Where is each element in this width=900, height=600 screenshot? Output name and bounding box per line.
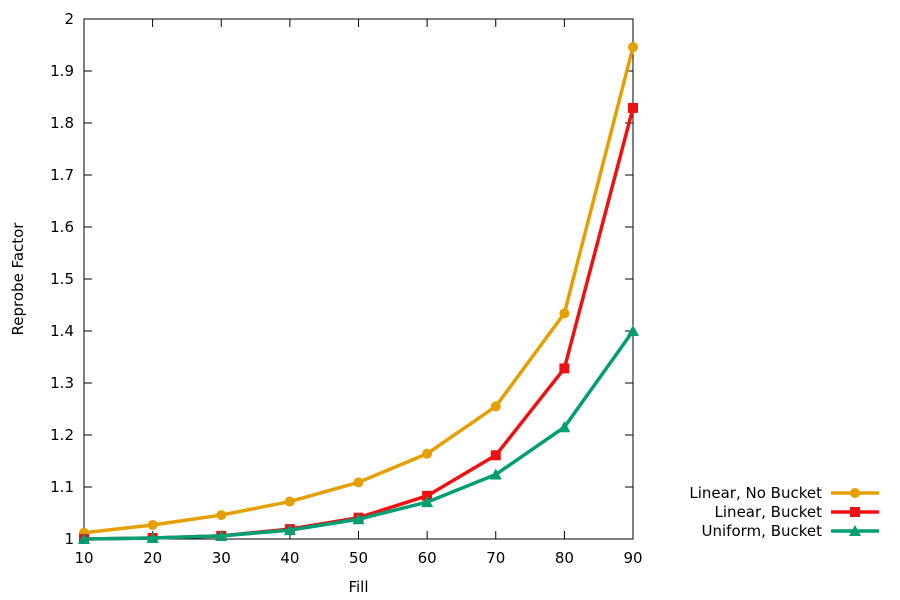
x-tick-label: 40 (280, 549, 299, 567)
y-axis: 1 1.1 1.2 1.3 1.4 1.5 1.6 1.7 1.8 1.9 2 (50, 10, 633, 548)
legend-label: Uniform, Bucket (702, 522, 823, 540)
series-line (83, 107, 635, 541)
data-point (216, 510, 227, 521)
x-tick-label: 20 (143, 549, 162, 567)
y-tick-label: 1.6 (50, 218, 74, 236)
series-line (83, 329, 635, 541)
x-tick-label: 10 (74, 549, 93, 567)
series-layer (78, 42, 639, 544)
data-point (352, 513, 365, 525)
data-point (78, 533, 90, 544)
x-tick-label: 50 (349, 549, 368, 567)
legend-marker (849, 525, 861, 536)
legend-marker (850, 488, 860, 498)
legend-item: Uniform, Bucket (702, 522, 879, 540)
y-tick-label: 1.7 (50, 166, 74, 184)
legend-label: Linear, No Bucket (689, 484, 822, 502)
y-tick-label: 1.9 (50, 62, 74, 80)
data-point (559, 363, 570, 374)
legend-item: Linear, No Bucket (689, 484, 879, 502)
x-tick-label: 70 (486, 549, 505, 567)
y-tick-label: 1.8 (50, 114, 74, 132)
y-tick-label: 1.2 (50, 426, 74, 444)
data-point (422, 490, 433, 501)
y-axis-title: Reprobe Factor (9, 222, 27, 336)
series-line (83, 46, 635, 535)
data-point (147, 519, 158, 530)
y-tick-label: 1 (64, 530, 74, 548)
data-point (422, 448, 433, 459)
data-point (490, 450, 501, 461)
x-tick-label: 90 (623, 549, 642, 567)
plot-border (83, 18, 634, 540)
x-axis-title: Fill (348, 578, 368, 596)
data-point (353, 477, 364, 488)
legend-marker (850, 507, 860, 517)
data-point (215, 529, 228, 541)
data-point (558, 421, 571, 433)
data-point (627, 325, 639, 336)
legend-item: Linear, Bucket (715, 503, 879, 521)
x-tick-label: 60 (418, 549, 437, 567)
x-tick-label: 80 (555, 549, 574, 567)
data-point (146, 531, 159, 543)
y-tick-label: 1.4 (50, 322, 74, 340)
y-tick-label: 1.1 (50, 478, 74, 496)
data-point (284, 496, 295, 507)
series-3 (78, 325, 639, 544)
data-point (628, 102, 638, 113)
plot-frame (83, 18, 634, 540)
y-tick-label: 1.5 (50, 270, 74, 288)
data-point (421, 496, 434, 508)
data-point (283, 524, 296, 536)
data-point (490, 401, 501, 412)
data-point (489, 468, 502, 480)
y-tick-label: 1.3 (50, 374, 74, 392)
data-point (628, 42, 638, 53)
legend-label: Linear, Bucket (715, 503, 823, 521)
data-point (559, 308, 570, 319)
y-tick-label: 2 (64, 10, 74, 28)
x-tick-label: 30 (212, 549, 231, 567)
series-1 (79, 42, 638, 538)
